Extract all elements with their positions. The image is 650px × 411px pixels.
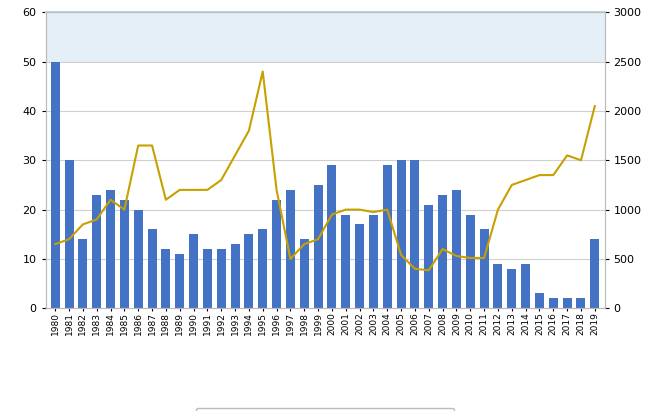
Bar: [563, 298, 571, 308]
Bar: [148, 229, 157, 308]
Bar: [355, 224, 364, 308]
Bar: [189, 234, 198, 308]
Bar: [480, 229, 489, 308]
Bar: [535, 293, 544, 308]
Number of Moose: [245, 128, 253, 133]
Bar: [106, 190, 115, 308]
Number of Moose: [203, 187, 211, 192]
Bar: [286, 190, 295, 308]
Number of Moose: [65, 237, 73, 242]
Number of Moose: [508, 182, 515, 187]
Bar: [64, 160, 73, 308]
Number of Moose: [148, 143, 156, 148]
Bar: [341, 215, 350, 308]
Number of Moose: [494, 207, 502, 212]
Number of Moose: [397, 252, 405, 257]
Bar: [577, 298, 586, 308]
Number of Moose: [79, 222, 86, 227]
Bar: [369, 215, 378, 308]
Bar: [300, 239, 309, 308]
Bar: [231, 244, 240, 308]
Bar: [134, 210, 143, 308]
Number of Moose: [190, 187, 198, 192]
Number of Moose: [549, 173, 557, 178]
Bar: [590, 239, 599, 308]
Number of Moose: [467, 256, 474, 261]
Number of Moose: [370, 210, 378, 215]
Number of Moose: [51, 242, 59, 247]
Bar: [161, 249, 170, 308]
Number of Moose: [272, 187, 280, 192]
Number of Moose: [135, 143, 142, 148]
Line: Number of Moose: Number of Moose: [55, 72, 595, 270]
Number of Moose: [480, 256, 488, 261]
Legend: Number of Wolves, Number of Moose: Number of Wolves, Number of Moose: [196, 408, 454, 411]
Bar: [92, 195, 101, 308]
Number of Moose: [328, 212, 336, 217]
Number of Moose: [522, 178, 530, 182]
Bar: [313, 185, 322, 308]
Number of Moose: [231, 153, 239, 158]
Bar: [203, 249, 212, 308]
Bar: [244, 234, 254, 308]
Number of Moose: [536, 173, 543, 178]
Number of Moose: [300, 242, 308, 247]
Bar: [79, 239, 87, 308]
Number of Moose: [439, 247, 447, 252]
Bar: [272, 200, 281, 308]
Bar: [120, 200, 129, 308]
Bar: [396, 160, 406, 308]
Bar: [507, 269, 516, 308]
Bar: [493, 264, 502, 308]
Number of Moose: [342, 207, 350, 212]
Number of Moose: [93, 217, 101, 222]
Bar: [521, 264, 530, 308]
Number of Moose: [425, 268, 433, 273]
Bar: [438, 195, 447, 308]
Number of Moose: [107, 197, 114, 202]
Number of Moose: [356, 207, 363, 212]
Number of Moose: [452, 254, 460, 259]
Number of Moose: [384, 207, 391, 212]
Number of Moose: [217, 178, 225, 182]
Bar: [466, 215, 474, 308]
Number of Moose: [564, 153, 571, 158]
Number of Moose: [120, 207, 128, 212]
Number of Moose: [314, 237, 322, 242]
Bar: [51, 62, 60, 308]
Bar: [424, 205, 434, 308]
Number of Moose: [259, 69, 266, 74]
Number of Moose: [176, 187, 183, 192]
Bar: [328, 165, 337, 308]
Bar: [383, 165, 392, 308]
Number of Moose: [577, 158, 585, 163]
Number of Moose: [411, 266, 419, 271]
Bar: [176, 254, 184, 308]
Number of Moose: [591, 104, 599, 109]
Bar: [216, 249, 226, 308]
Bar: [452, 190, 461, 308]
Bar: [410, 160, 419, 308]
Bar: [258, 229, 267, 308]
Bar: [549, 298, 558, 308]
Number of Moose: [162, 197, 170, 202]
Number of Moose: [287, 256, 294, 261]
Bar: [46, 12, 605, 62]
